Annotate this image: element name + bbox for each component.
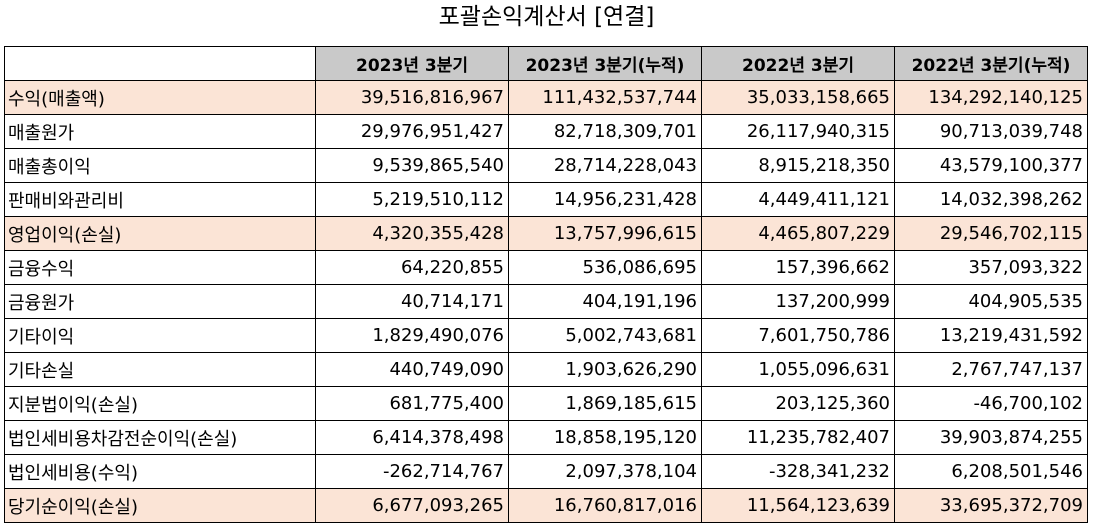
value-cell: 33,695,372,709 (894, 488, 1088, 523)
value-cell: 8,915,218,350 (701, 148, 895, 183)
value-cell: 16,760,817,016 (508, 488, 702, 523)
value-cell: 18,858,195,120 (508, 420, 702, 455)
table-row: 법인세비용(수익) -262,714,767 2,097,378,104 -328,3… (4, 454, 1088, 489)
value-cell: 39,516,816,967 (315, 80, 509, 115)
value-cell: 681,775,400 (315, 386, 509, 421)
value-cell: 14,032,398,262 (894, 182, 1088, 217)
value-cell: 1,903,626,290 (508, 352, 702, 387)
header-cell-2022q3-cumulative: 2022년 3분기(누적) (894, 46, 1088, 81)
value-cell: 203,125,360 (701, 386, 895, 421)
value-cell: 357,093,322 (894, 250, 1088, 285)
value-cell: 1,869,185,615 (508, 386, 702, 421)
value-cell: 137,200,999 (701, 284, 895, 319)
value-cell: 13,757,996,615 (508, 216, 702, 251)
value-cell: 536,086,695 (508, 250, 702, 285)
value-cell: 157,396,662 (701, 250, 895, 285)
row-label: 영업이익(손실) (4, 216, 316, 251)
table-row: 당기순이익(손실) 6,677,093,265 16,760,817,016 11,5… (4, 488, 1088, 523)
value-cell: 26,117,940,315 (701, 114, 895, 149)
value-cell: 29,976,951,427 (315, 114, 509, 149)
row-label: 당기순이익(손실) (4, 488, 316, 523)
value-cell: 440,749,090 (315, 352, 509, 387)
table-row: 지분법이익(손실) 681,775,400 1,869,185,615 203,125… (4, 386, 1088, 421)
value-cell: -46,700,102 (894, 386, 1088, 421)
header-cell-2023q3: 2023년 3분기 (315, 46, 509, 81)
value-cell: 39,903,874,255 (894, 420, 1088, 455)
value-cell: 43,579,100,377 (894, 148, 1088, 183)
value-cell: 40,714,171 (315, 284, 509, 319)
row-label: 매출원가 (4, 114, 316, 149)
value-cell: 6,414,378,498 (315, 420, 509, 455)
value-cell: 64,220,855 (315, 250, 509, 285)
value-cell: 5,219,510,112 (315, 182, 509, 217)
value-cell: 9,539,865,540 (315, 148, 509, 183)
value-cell: 2,767,747,137 (894, 352, 1088, 387)
header-cell-2022q3: 2022년 3분기 (701, 46, 895, 81)
value-cell: 82,718,309,701 (508, 114, 702, 149)
value-cell: 7,601,750,786 (701, 318, 895, 353)
row-label: 수익(매출액) (4, 80, 316, 115)
row-label: 법인세비용(수익) (4, 454, 316, 489)
value-cell: 28,714,228,043 (508, 148, 702, 183)
header-row: 2023년 3분기 2023년 3분기(누적) 2022년 3분기 2022년 … (4, 46, 1088, 81)
value-cell: 404,905,535 (894, 284, 1088, 319)
value-cell: 4,449,411,121 (701, 182, 895, 217)
value-cell: 13,219,431,592 (894, 318, 1088, 353)
table-row: 법인세비용차감전순이익(손실) 6,414,378,498 18,858,195,1… (4, 420, 1088, 455)
value-cell: 2,097,378,104 (508, 454, 702, 489)
value-cell: 35,033,158,665 (701, 80, 895, 115)
row-label: 금융원가 (4, 284, 316, 319)
value-cell: 134,292,140,125 (894, 80, 1088, 115)
value-cell: 11,564,123,639 (701, 488, 895, 523)
row-label: 지분법이익(손실) (4, 386, 316, 421)
value-cell: 404,191,196 (508, 284, 702, 319)
table-row: 수익(매출액) 39,516,816,967 111,432,537,744 35,0… (4, 80, 1088, 115)
row-label: 법인세비용차감전순이익(손실) (4, 420, 316, 455)
table-row: 매출원가 29,976,951,427 82,718,309,701 26,117,9… (4, 114, 1088, 149)
value-cell: -262,714,767 (315, 454, 509, 489)
value-cell: 6,208,501,546 (894, 454, 1088, 489)
table-row: 매출총이익 9,539,865,540 28,714,228,043 8,915,21… (4, 148, 1088, 183)
value-cell: 1,055,096,631 (701, 352, 895, 387)
value-cell: 29,546,702,115 (894, 216, 1088, 251)
value-cell: 6,677,093,265 (315, 488, 509, 523)
table-row: 기타이익 1,829,490,076 5,002,743,681 7,601,750,… (4, 318, 1088, 353)
table-row: 판매비와관리비 5,219,510,112 14,956,231,428 4,449,… (4, 182, 1088, 217)
table-row: 금융원가 40,714,171 404,191,196 137,200,999 404,… (4, 284, 1088, 319)
table-row: 기타손실 440,749,090 1,903,626,290 1,055,096,63… (4, 352, 1088, 387)
value-cell: 111,432,537,744 (508, 80, 702, 115)
value-cell: 4,320,355,428 (315, 216, 509, 251)
value-cell: 4,465,807,229 (701, 216, 895, 251)
row-label: 판매비와관리비 (4, 182, 316, 217)
value-cell: 5,002,743,681 (508, 318, 702, 353)
row-label: 매출총이익 (4, 148, 316, 183)
header-cell-label (4, 46, 316, 81)
page-title: 포괄손익계산서 [연결] (438, 4, 655, 30)
value-cell: -328,341,232 (701, 454, 895, 489)
value-cell: 14,956,231,428 (508, 182, 702, 217)
value-cell: 90,713,039,748 (894, 114, 1088, 149)
row-label: 기타이익 (4, 318, 316, 353)
value-cell: 1,829,490,076 (315, 318, 509, 353)
table-row: 금융수익 64,220,855 536,086,695 157,396,662 357,… (4, 250, 1088, 285)
row-label: 금융수익 (4, 250, 316, 285)
header-cell-2023q3-cumulative: 2023년 3분기(누적) (508, 46, 702, 81)
row-label: 기타손실 (4, 352, 316, 387)
value-cell: 11,235,782,407 (701, 420, 895, 455)
income-statement-table: 2023년 3분기 2023년 3분기(누적) 2022년 3분기 2022년 … (4, 46, 1088, 523)
table-row: 영업이익(손실) 4,320,355,428 13,757,996,615 4,465… (4, 216, 1088, 251)
